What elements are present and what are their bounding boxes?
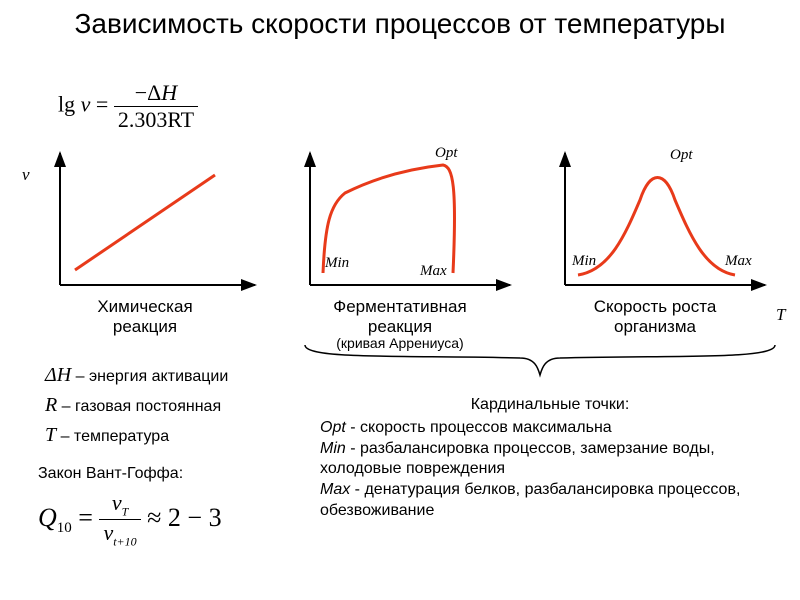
- chart2-min: Min: [324, 255, 349, 271]
- chart-enzymatic: Opt Min Max Ферментативная реакция (крив…: [275, 145, 525, 351]
- cardinal-points: Кардинальные точки: Opt - скорость проце…: [320, 395, 780, 522]
- chart3-opt: Opt: [670, 147, 693, 163]
- page-title: Зависимость скорости процессов от темпер…: [0, 0, 800, 40]
- chart2-max: Max: [419, 263, 447, 279]
- formula-q10: Q10 = vT vt+10 ≈ 2 − 3: [38, 490, 222, 550]
- chart2-svg: Opt Min Max: [275, 145, 525, 295]
- var-v: v: [81, 92, 91, 117]
- brace-icon: [300, 340, 780, 385]
- cardinal-max: Max - денатурация белков, разбалансировк…: [320, 480, 780, 522]
- chart3-min: Min: [571, 253, 596, 269]
- definitions: ΔH – энергия активации R – газовая посто…: [45, 360, 228, 450]
- charts-row: Химическая реакция Opt Min Max Ферментат…: [20, 145, 780, 351]
- chart2-opt: Opt: [435, 145, 458, 161]
- chart2-caption: Ферментативная реакция: [275, 297, 525, 336]
- chart1-curve: [75, 175, 215, 270]
- vant-hoff-label: Закон Вант-Гоффа:: [38, 465, 183, 483]
- cardinal-header: Кардинальные точки:: [320, 395, 780, 416]
- def-R: R – газовая постоянная: [45, 390, 228, 420]
- lg-text: lg: [58, 92, 75, 117]
- chart-growth: Opt Min Max Скорость роста организма: [530, 145, 780, 351]
- def-dH: ΔH – энергия активации: [45, 360, 228, 390]
- cardinal-min: Min - разбалансировка процессов, замерза…: [320, 439, 780, 481]
- chart3-svg: Opt Min Max: [530, 145, 780, 295]
- denominator: 2.303RT: [114, 107, 198, 133]
- num-var: H: [161, 80, 177, 105]
- def-T: T – температура: [45, 420, 228, 450]
- cardinal-opt: Opt - скорость процессов максимальна: [320, 418, 780, 439]
- chart3-curve: [578, 178, 735, 276]
- chart3-max: Max: [724, 253, 752, 269]
- num-prefix: −Δ: [135, 80, 162, 105]
- chart-chemical: Химическая реакция: [20, 145, 270, 351]
- chart3-caption: Скорость роста организма: [530, 297, 780, 336]
- formula-lgv: lg v = −ΔH 2.303RT: [58, 80, 198, 133]
- chart1-svg: [20, 145, 270, 295]
- chart1-caption: Химическая реакция: [20, 297, 270, 336]
